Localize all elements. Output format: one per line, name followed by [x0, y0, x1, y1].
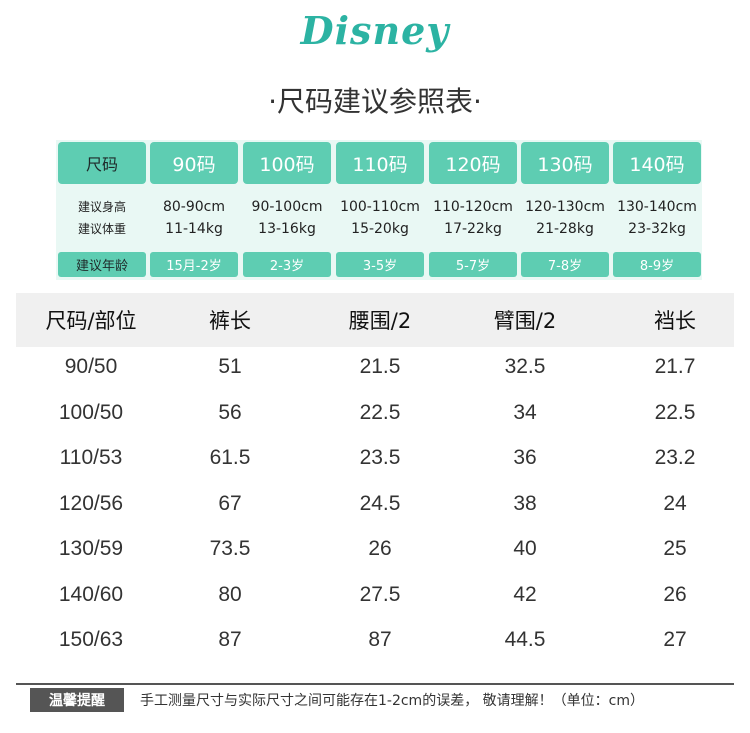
- suggest-age-3: 5-7岁: [429, 252, 517, 277]
- table-cell: 34: [513, 400, 537, 424]
- footer-divider: [16, 683, 734, 685]
- weight-label: 建议体重: [77, 222, 126, 236]
- table-cell: 87: [368, 628, 392, 651]
- table-cell: 27: [663, 628, 687, 651]
- table-cell: 61.5: [209, 446, 251, 469]
- suggest-hw-4: 120-130cm 21-28kg: [521, 189, 609, 247]
- weight-value: 15-20kg: [351, 221, 409, 237]
- col-waist: 腰围/2: [348, 309, 412, 333]
- table-cell: 73.5: [209, 537, 251, 560]
- table-cell: 51: [218, 355, 242, 378]
- table-cell: 21.7: [654, 355, 696, 378]
- table-cell: 80: [218, 582, 242, 606]
- disney-logo: Disney: [300, 8, 450, 53]
- suggest-hw-3: 110-120cm 17-22kg: [429, 189, 517, 247]
- table-cell: 44.5: [504, 628, 546, 651]
- height-value: 130-140cm: [617, 199, 697, 215]
- table-cell: 32.5: [504, 355, 546, 378]
- weight-value: 11-14kg: [165, 221, 223, 237]
- reminder-text: 手工测量尺寸与实际尺寸之间可能存在1-2cm的误差， 敬请理解！（单位：cm）: [140, 693, 644, 709]
- table-cell: 67: [218, 491, 242, 515]
- height-value: 80-90cm: [162, 199, 225, 215]
- table-cell: 42: [513, 582, 537, 606]
- height-label: 建议身高: [77, 200, 126, 214]
- table-cell: 24.5: [359, 491, 401, 515]
- age-label: 建议年龄: [58, 252, 146, 277]
- height-value: 120-130cm: [525, 199, 605, 215]
- table-cell: 23.2: [654, 446, 696, 469]
- suggest-age-2: 3-5岁: [336, 252, 424, 277]
- table-cell: 24: [663, 491, 687, 515]
- table-cell: 25: [663, 537, 687, 560]
- table-cell: 38: [513, 491, 537, 515]
- row-size-cell: 90/50: [64, 355, 118, 378]
- weight-value: 13-16kg: [258, 221, 316, 237]
- measure-table-header: [16, 293, 734, 347]
- suggest-age-4: 7-8岁: [521, 252, 609, 277]
- suggest-age-0: 15月-2岁: [150, 252, 238, 277]
- suggest-age-5: 8-9岁: [613, 252, 701, 277]
- table-cell: 56: [218, 400, 242, 424]
- suggest-size-5: 140码: [613, 142, 701, 184]
- suggest-header-label: 尺码: [58, 142, 146, 184]
- suggest-hw-2: 100-110cm 15-20kg: [336, 189, 424, 247]
- col-size-part: 尺码/部位: [45, 309, 137, 333]
- table-cell: 36: [513, 446, 537, 469]
- table-cell: 27.5: [359, 582, 401, 606]
- height-value: 100-110cm: [340, 199, 420, 215]
- table-cell: 87: [218, 628, 242, 651]
- row-size-cell: 150/63: [58, 628, 124, 651]
- suggest-size-2: 110码: [336, 142, 424, 184]
- suggest-hw-labels: 建议身高 建议体重: [58, 189, 146, 247]
- reminder-badge: 温馨提醒: [30, 688, 124, 712]
- row-size-cell: 140/60: [58, 582, 124, 606]
- table-cell: 40: [513, 537, 537, 560]
- page-title: ·尺码建议参照表·: [268, 85, 482, 118]
- row-size-cell: 110/53: [59, 446, 123, 469]
- table-cell: 22.5: [654, 400, 696, 424]
- table-cell: 26: [368, 537, 392, 560]
- col-crotch: 裆长: [654, 309, 696, 333]
- suggest-hw-5: 130-140cm 23-32kg: [613, 189, 701, 247]
- row-size-cell: 120/56: [58, 491, 124, 515]
- col-pants-length: 裤长: [209, 309, 251, 333]
- col-arm: 臂围/2: [493, 309, 557, 333]
- suggest-hw-1: 90-100cm 13-16kg: [243, 189, 331, 247]
- weight-value: 23-32kg: [628, 221, 686, 237]
- suggest-hw-0: 80-90cm 11-14kg: [150, 189, 238, 247]
- row-size-cell: 130/59: [58, 537, 124, 560]
- table-cell: 26: [663, 582, 687, 606]
- table-cell: 21.5: [359, 355, 401, 378]
- row-size-cell: 100/50: [58, 400, 124, 424]
- height-value: 90-100cm: [251, 199, 323, 215]
- suggest-size-4: 130码: [521, 142, 609, 184]
- suggest-size-1: 100码: [243, 142, 331, 184]
- table-cell: 23.5: [359, 446, 401, 469]
- suggest-size-3: 120码: [429, 142, 517, 184]
- weight-value: 17-22kg: [444, 221, 502, 237]
- suggest-size-0: 90码: [150, 142, 238, 184]
- height-value: 110-120cm: [433, 199, 513, 215]
- weight-value: 21-28kg: [536, 221, 594, 237]
- suggest-age-1: 2-3岁: [243, 252, 331, 277]
- table-cell: 22.5: [359, 400, 401, 424]
